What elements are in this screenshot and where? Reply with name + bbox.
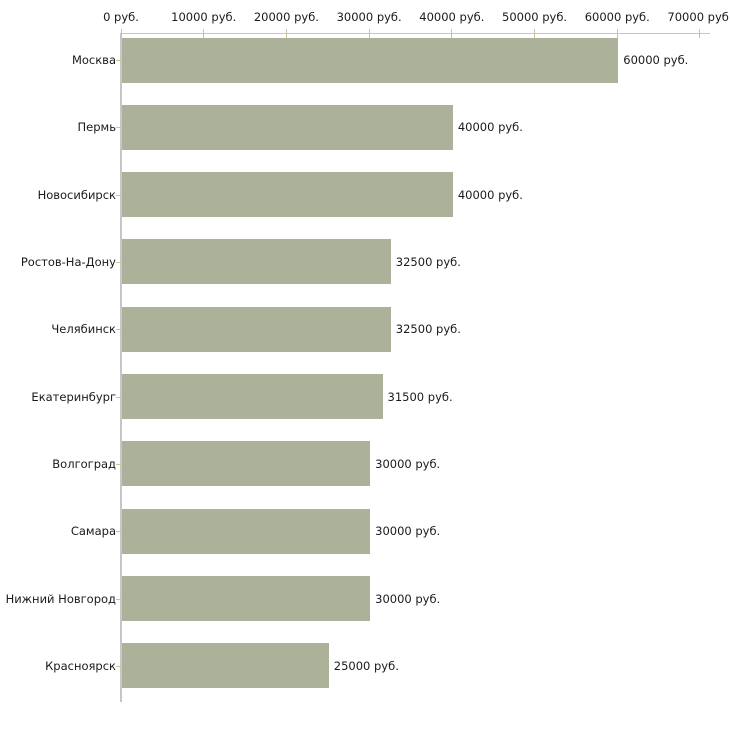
x-axis-tick-label: 30000 руб.	[336, 10, 402, 24]
category-tick	[116, 329, 121, 331]
bar-value-label: 32500 руб.	[395, 322, 461, 337]
category-label: Челябинск	[51, 322, 116, 337]
x-axis-tick-label: 10000 руб.	[171, 10, 237, 24]
bar	[122, 508, 371, 554]
x-axis-tick	[616, 29, 618, 38]
category-tick	[116, 598, 121, 600]
x-axis-tick	[534, 29, 536, 38]
bar	[122, 306, 391, 352]
bar-value-label: 40000 руб.	[457, 187, 523, 202]
bar-value-label: 30000 руб.	[375, 591, 441, 606]
bar-value-label: 31500 руб.	[387, 389, 453, 404]
category-tick	[116, 261, 121, 263]
category-label: Нижний Новгород	[5, 591, 116, 606]
category-tick	[116, 463, 121, 465]
x-axis-tick-label: 40000 руб.	[419, 10, 485, 24]
x-axis-tick	[203, 29, 205, 38]
x-axis-line	[121, 33, 710, 34]
y-axis-line	[120, 33, 122, 702]
x-axis-tick	[368, 29, 370, 38]
bar	[122, 104, 453, 150]
bar-value-label: 60000 руб.	[623, 53, 689, 67]
bar-value-label: 25000 руб.	[333, 658, 399, 673]
x-axis-tick	[699, 29, 701, 38]
category-label: Самара	[70, 524, 116, 539]
bar	[122, 576, 371, 622]
x-axis-tick-label: 60000 руб.	[584, 10, 650, 24]
category-label: Екатеринбург	[31, 389, 116, 404]
category-label: Новосибирск	[37, 187, 116, 202]
bar-value-label: 32500 руб.	[395, 254, 461, 269]
category-label: Пермь	[77, 120, 116, 135]
category-tick	[116, 665, 121, 667]
category-tick	[116, 60, 121, 61]
x-axis-tick-label: 0 руб.	[103, 10, 139, 24]
x-axis-tick	[285, 29, 287, 38]
bar	[122, 172, 453, 218]
category-label: Красноярск	[45, 658, 116, 673]
category-tick	[116, 127, 121, 129]
x-axis-tick-label: 70000 руб.	[667, 10, 730, 24]
x-axis-tick	[451, 29, 453, 38]
bar	[122, 643, 329, 689]
category-tick	[116, 531, 121, 533]
category-tick	[116, 396, 121, 398]
bar-value-label: 30000 руб.	[375, 524, 441, 539]
category-label: Ростов-На-Дону	[20, 254, 116, 269]
x-axis-tick	[120, 29, 122, 38]
bar-value-label: 40000 руб.	[457, 120, 523, 135]
bar	[122, 239, 391, 285]
category-tick	[116, 194, 121, 196]
bar-value-label: 30000 руб.	[375, 456, 441, 471]
bar	[122, 37, 619, 83]
bar	[122, 374, 383, 420]
x-axis-tick-label: 20000 руб.	[253, 10, 319, 24]
bar	[122, 441, 371, 487]
category-label: Волгоград	[52, 456, 116, 471]
x-axis-tick-label: 50000 руб.	[502, 10, 568, 24]
category-label: Москва	[71, 53, 116, 67]
